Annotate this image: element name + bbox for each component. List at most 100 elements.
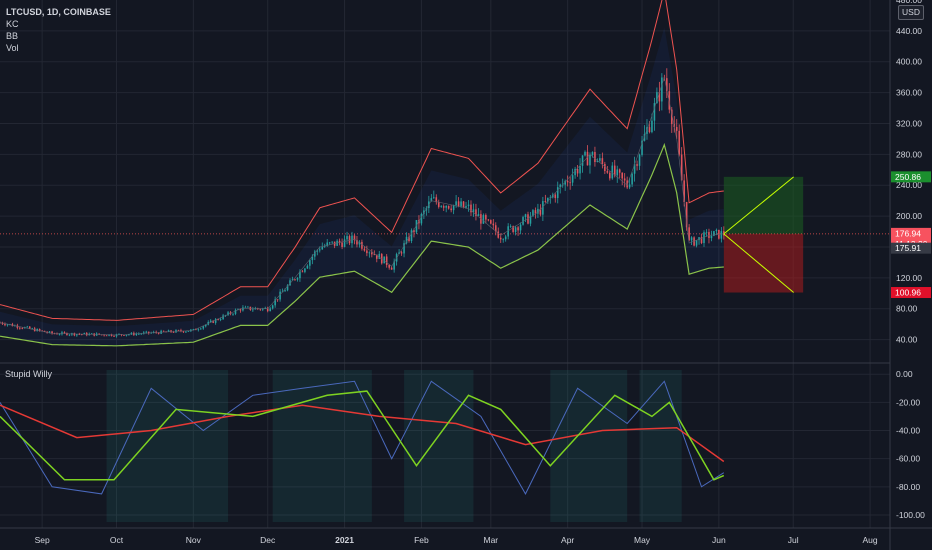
- candle-body: [715, 229, 718, 232]
- candle-body: [594, 152, 596, 163]
- oscillator-smooth-line: [0, 390, 725, 481]
- position-tool[interactable]: [0, 176, 890, 293]
- candle-body: [415, 220, 418, 233]
- candle-body: [574, 168, 576, 176]
- candle-body: [271, 305, 274, 309]
- candle-body: [266, 307, 269, 312]
- legend: LTCUSD, 1D, COINBASE KC BB Vol: [6, 6, 111, 54]
- candle-body: [517, 227, 519, 231]
- candle-body: [601, 158, 604, 164]
- candle-body: [393, 261, 395, 270]
- candle-body: [519, 224, 522, 231]
- candle-body: [666, 78, 668, 92]
- candle-body: [670, 109, 673, 125]
- date-tick-label: Jun: [712, 535, 726, 545]
- candle-body: [328, 242, 331, 244]
- candle-body: [16, 325, 19, 328]
- candle-body: [21, 328, 24, 329]
- candle-body: [591, 152, 594, 155]
- candle-body: [544, 201, 547, 202]
- candle-body: [514, 227, 517, 232]
- candle-body: [569, 182, 571, 184]
- candle-body: [532, 210, 534, 216]
- keltner-upper-line: [0, 0, 724, 321]
- osc-tick-label: -60.00: [896, 454, 920, 464]
- candle-body: [100, 334, 103, 336]
- candle-body: [311, 256, 314, 261]
- candle-body: [351, 235, 353, 244]
- candle-body: [294, 279, 296, 281]
- candle-body: [631, 173, 633, 185]
- candle-body: [301, 271, 304, 273]
- candle-body: [467, 204, 470, 207]
- candle-body: [703, 232, 705, 244]
- candle-body: [286, 285, 289, 291]
- target-zone: [723, 176, 804, 234]
- candle-body: [638, 154, 641, 166]
- candle-body: [110, 334, 113, 336]
- date-axis[interactable]: Sep Oct Nov Dec 2021 Feb Mar Apr May Jun Jul Aug: [35, 535, 878, 545]
- indicator-bb[interactable]: BB: [6, 31, 19, 41]
- candle-body: [450, 208, 452, 211]
- candle-body: [6, 324, 9, 326]
- candle-body: [219, 319, 222, 321]
- candle-body: [494, 225, 497, 232]
- price-tag-text: 100.96: [895, 288, 921, 298]
- candle-body: [571, 175, 574, 183]
- candle-body: [125, 334, 128, 336]
- candle-body: [447, 205, 450, 209]
- oscillator-title[interactable]: Stupid Willy: [5, 369, 53, 379]
- candle-body: [599, 158, 601, 161]
- candle-body: [442, 206, 445, 208]
- price-tag-text: 176.94: [895, 228, 921, 238]
- candle-body: [348, 236, 351, 244]
- candle-body: [559, 184, 562, 188]
- candle-body: [455, 201, 457, 206]
- osc-tick-label: 0.00: [896, 369, 913, 379]
- candle-body: [264, 307, 267, 309]
- price-tick-label: 200.00: [896, 211, 922, 221]
- candle-body: [380, 253, 383, 264]
- candle-body: [435, 197, 438, 203]
- candle-body: [249, 306, 252, 310]
- candle-body: [586, 151, 589, 166]
- date-tick-label: Dec: [260, 535, 276, 545]
- candle-body: [658, 92, 661, 102]
- candle-body: [138, 333, 140, 335]
- oscillator-lines: [0, 380, 725, 495]
- bands: [0, 0, 724, 347]
- candle-body: [232, 313, 234, 315]
- candle-body: [618, 169, 621, 173]
- indicator-vol[interactable]: Vol: [6, 43, 19, 53]
- price-tick-label: 80.00: [896, 304, 918, 314]
- candle-body: [556, 187, 559, 199]
- candle-body: [289, 280, 291, 286]
- candle-body: [628, 184, 631, 188]
- candle-body: [135, 333, 138, 335]
- candle-body: [390, 267, 393, 270]
- date-tick-label: Sep: [35, 535, 50, 545]
- oscillator-shade: [550, 370, 628, 522]
- candle-body: [4, 324, 6, 326]
- candle-body: [499, 237, 502, 240]
- candle-body: [31, 328, 34, 330]
- candle-body: [90, 333, 93, 335]
- currency-badge[interactable]: USD: [898, 5, 924, 20]
- candle-body: [170, 330, 172, 332]
- candle-body: [19, 327, 21, 329]
- candle-body: [58, 334, 61, 336]
- date-tick-label: Oct: [110, 535, 124, 545]
- oscillator-background: [106, 370, 682, 522]
- candle-body: [162, 330, 165, 332]
- candle-body: [695, 240, 698, 246]
- candle-body: [487, 219, 490, 221]
- candle-body: [403, 243, 405, 254]
- indicator-kc[interactable]: KC: [6, 19, 19, 29]
- date-tick-label: Apr: [561, 535, 574, 545]
- symbol-title[interactable]: LTCUSD, 1D, COINBASE: [6, 7, 111, 17]
- candle-body: [316, 250, 319, 252]
- candle-body: [363, 248, 366, 251]
- candle-body: [41, 330, 43, 332]
- oscillator-axis[interactable]: 0.00 -20.00 -40.00 -60.00 -80.00 -100.00: [896, 369, 925, 520]
